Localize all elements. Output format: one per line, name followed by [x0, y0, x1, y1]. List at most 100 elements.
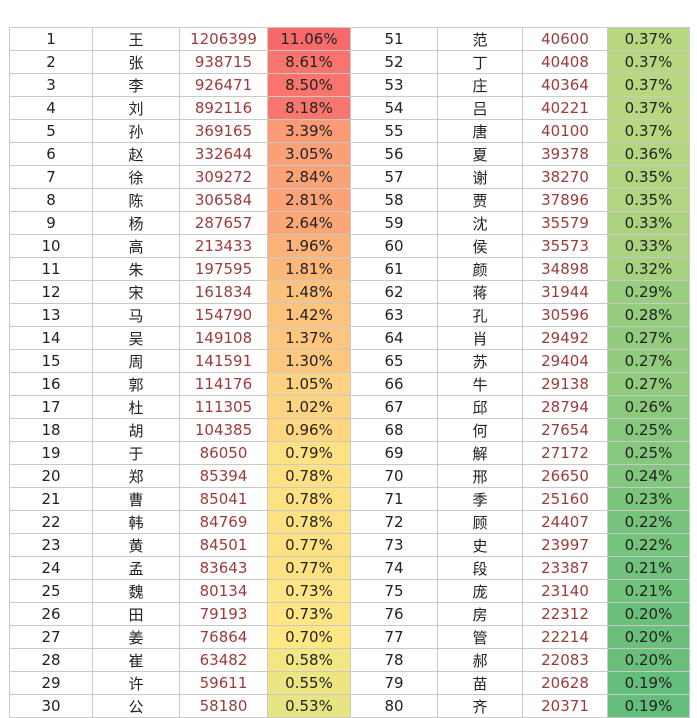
- surname-cell: 季: [437, 487, 523, 511]
- count-cell: 34898: [522, 257, 608, 281]
- rank-cell: 13: [9, 303, 93, 327]
- count-cell: 287657: [179, 211, 268, 235]
- rank-cell: 57: [350, 165, 438, 189]
- count-cell: 892116: [179, 96, 268, 120]
- count-cell: 30596: [522, 303, 608, 327]
- count-cell: 84501: [179, 533, 268, 557]
- percent-cell: 0.78%: [267, 510, 351, 534]
- percent-cell: 0.35%: [607, 188, 690, 212]
- rank-cell: 73: [350, 533, 438, 557]
- percent-cell: 0.21%: [607, 579, 690, 603]
- rank-cell: 7: [9, 165, 93, 189]
- percent-cell: 1.30%: [267, 349, 351, 373]
- surname-cell: 侯: [437, 234, 523, 258]
- count-cell: 83643: [179, 556, 268, 580]
- count-cell: 22214: [522, 625, 608, 649]
- rank-cell: 12: [9, 280, 93, 304]
- percent-cell: 0.19%: [607, 694, 690, 718]
- rank-cell: 19: [9, 441, 93, 465]
- rank-cell: 1: [9, 27, 93, 51]
- percent-cell: 0.26%: [607, 395, 690, 419]
- percent-cell: 0.77%: [267, 533, 351, 557]
- surname-cell: 崔: [92, 648, 180, 672]
- surname-cell: 马: [92, 303, 180, 327]
- count-cell: 161834: [179, 280, 268, 304]
- count-cell: 40600: [522, 27, 608, 51]
- count-cell: 20371: [522, 694, 608, 718]
- table-row: 6 赵 332644 3.05% 56 夏 39378 0.36%: [9, 142, 690, 166]
- rank-cell: 2: [9, 50, 93, 74]
- table-row: 26 田 79193 0.73% 76 房 22312 0.20%: [9, 602, 690, 626]
- count-cell: 80134: [179, 579, 268, 603]
- rank-cell: 65: [350, 349, 438, 373]
- count-cell: 213433: [179, 234, 268, 258]
- surname-cell: 庄: [437, 73, 523, 97]
- surname-cell: 杜: [92, 395, 180, 419]
- count-cell: 926471: [179, 73, 268, 97]
- count-cell: 58180: [179, 694, 268, 718]
- count-cell: 149108: [179, 326, 268, 350]
- percent-cell: 0.22%: [607, 510, 690, 534]
- rank-cell: 78: [350, 648, 438, 672]
- percent-cell: 1.37%: [267, 326, 351, 350]
- rank-cell: 5: [9, 119, 93, 143]
- rank-cell: 11: [9, 257, 93, 281]
- percent-cell: 0.73%: [267, 602, 351, 626]
- table-row: 24 孟 83643 0.77% 74 段 23387 0.21%: [9, 556, 690, 580]
- table-row: 27 姜 76864 0.70% 77 管 22214 0.20%: [9, 625, 690, 649]
- surname-cell: 邢: [437, 464, 523, 488]
- rank-cell: 24: [9, 556, 93, 580]
- surname-cell: 颜: [437, 257, 523, 281]
- percent-cell: 1.81%: [267, 257, 351, 281]
- rank-cell: 51: [350, 27, 438, 51]
- percent-cell: 0.23%: [607, 487, 690, 511]
- surname-cell: 孙: [92, 119, 180, 143]
- surname-cell: 曹: [92, 487, 180, 511]
- rank-cell: 26: [9, 602, 93, 626]
- count-cell: 27654: [522, 418, 608, 442]
- table-row: 30 公 58180 0.53% 80 齐 20371 0.19%: [9, 694, 690, 718]
- table-row: 4 刘 892116 8.18% 54 吕 40221 0.37%: [9, 96, 690, 120]
- surname-cell: 管: [437, 625, 523, 649]
- rank-cell: 52: [350, 50, 438, 74]
- count-cell: 23140: [522, 579, 608, 603]
- surname-cell: 房: [437, 602, 523, 626]
- percent-cell: 0.35%: [607, 165, 690, 189]
- surname-cell: 齐: [437, 694, 523, 718]
- count-cell: 86050: [179, 441, 268, 465]
- rank-cell: 61: [350, 257, 438, 281]
- surname-cell: 刘: [92, 96, 180, 120]
- table-row: 5 孙 369165 3.39% 55 唐 40100 0.37%: [9, 119, 690, 143]
- surname-cell: 王: [92, 27, 180, 51]
- rank-cell: 60: [350, 234, 438, 258]
- rank-cell: 71: [350, 487, 438, 511]
- rank-cell: 23: [9, 533, 93, 557]
- surname-cell: 许: [92, 671, 180, 695]
- count-cell: 63482: [179, 648, 268, 672]
- rank-cell: 10: [9, 234, 93, 258]
- surname-cell: 段: [437, 556, 523, 580]
- percent-cell: 0.27%: [607, 349, 690, 373]
- rank-cell: 17: [9, 395, 93, 419]
- table-row: 16 郭 114176 1.05% 66 牛 29138 0.27%: [9, 372, 690, 396]
- surname-cell: 魏: [92, 579, 180, 603]
- percent-cell: 0.78%: [267, 464, 351, 488]
- rank-cell: 62: [350, 280, 438, 304]
- count-cell: 38270: [522, 165, 608, 189]
- count-cell: 114176: [179, 372, 268, 396]
- rank-cell: 58: [350, 188, 438, 212]
- count-cell: 22312: [522, 602, 608, 626]
- count-cell: 26650: [522, 464, 608, 488]
- percent-cell: 0.20%: [607, 602, 690, 626]
- count-cell: 76864: [179, 625, 268, 649]
- count-cell: 29492: [522, 326, 608, 350]
- surname-cell: 姜: [92, 625, 180, 649]
- rank-cell: 66: [350, 372, 438, 396]
- count-cell: 29138: [522, 372, 608, 396]
- surname-cell: 朱: [92, 257, 180, 281]
- count-cell: 154790: [179, 303, 268, 327]
- table-row: 9 杨 287657 2.64% 59 沈 35579 0.33%: [9, 211, 690, 235]
- count-cell: 35579: [522, 211, 608, 235]
- surname-cell: 贾: [437, 188, 523, 212]
- surname-cell: 韩: [92, 510, 180, 534]
